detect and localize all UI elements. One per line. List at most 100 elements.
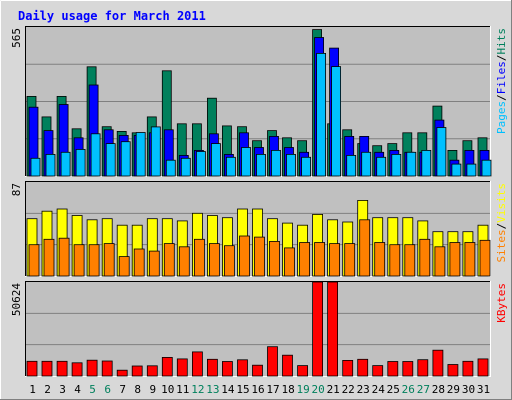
x-tick-label-day-7: 7 <box>119 383 126 396</box>
series-sites <box>28 219 491 277</box>
x-axis-labels: 1 2 3 4 5 6 7 8 9 10 11 12 13 14 15 16 17 18 19 20 21 22 23 24 2… <box>29 383 490 396</box>
x-tick-label-day-20: 20 <box>311 383 324 396</box>
x-tick-label-day-1: 1 <box>29 383 36 396</box>
x-tick-label-day-30: 30 <box>462 383 475 396</box>
bar-kbytes-day-13 <box>206 358 218 377</box>
bar-pages-day-10 <box>165 159 176 177</box>
legend-visits: Visits <box>495 183 508 223</box>
bar-sites-day-12 <box>193 238 205 277</box>
bar-sites-day-18 <box>284 247 295 277</box>
bar-kbytes-day-21 <box>327 281 339 377</box>
bar-pages-day-6 <box>105 143 116 177</box>
bar-pages-day-19 <box>301 156 312 177</box>
x-tick-label-day-3: 3 <box>59 383 66 396</box>
bar-sites-day-2 <box>43 238 55 277</box>
bar-kbytes-day-6 <box>101 360 113 377</box>
bar-sites-day-17 <box>269 240 280 277</box>
legend-separator: / <box>495 94 508 101</box>
bar-sites-day-10 <box>163 243 175 277</box>
bar-kbytes-day-30 <box>462 360 474 377</box>
x-tick-label-day-29: 29 <box>447 383 460 396</box>
bar-kbytes-day-17 <box>267 346 278 377</box>
x-tick-label-day-18: 18 <box>281 383 294 396</box>
bar-sites-day-7 <box>118 256 130 277</box>
bar-pages-day-4 <box>75 148 86 177</box>
bar-sites-day-28 <box>434 246 446 277</box>
bar-sites-day-4 <box>73 244 85 277</box>
bar-sites-day-8 <box>133 248 145 277</box>
bar-pages-day-8 <box>135 132 146 177</box>
bar-kbytes-day-28 <box>432 349 444 377</box>
bar-kbytes-day-18 <box>282 354 293 377</box>
bar-kbytes-day-26 <box>402 361 414 377</box>
bar-kbytes-day-3 <box>56 360 68 377</box>
panel-kbytes-max-label: 50624 <box>10 283 23 316</box>
bar-sites-day-31 <box>479 239 491 277</box>
bar-sites-day-1 <box>28 244 40 277</box>
bar-kbytes-day-22 <box>342 359 354 377</box>
legend-sites: Sites <box>495 229 508 262</box>
bar-sites-day-13 <box>208 243 220 277</box>
bar-pages-day-31 <box>481 159 492 177</box>
x-tick-label-day-13: 13 <box>206 383 219 396</box>
bar-sites-day-27 <box>419 238 431 277</box>
bar-kbytes-day-14 <box>221 361 233 377</box>
bar-kbytes-day-27 <box>417 359 429 377</box>
series-pages <box>30 53 492 177</box>
bar-kbytes-day-25 <box>387 361 399 377</box>
chart-title: Daily usage for March 2011 <box>18 9 206 23</box>
x-tick-label-day-16: 16 <box>251 383 264 396</box>
bar-pages-day-20 <box>316 53 327 177</box>
x-tick-label-day-6: 6 <box>104 383 111 396</box>
bar-sites-day-15 <box>239 235 250 277</box>
x-tick-label-day-31: 31 <box>477 383 490 396</box>
bar-sites-day-29 <box>449 242 461 277</box>
bar-kbytes-day-12 <box>191 351 203 377</box>
x-tick-label-day-15: 15 <box>236 383 249 396</box>
panel-kbytes: 50624 KBytes <box>10 281 508 377</box>
bar-kbytes-day-2 <box>41 360 53 377</box>
bar-pages-day-25 <box>391 153 402 177</box>
x-tick-label-day-22: 22 <box>342 383 355 396</box>
bar-sites-day-26 <box>404 244 416 277</box>
bar-sites-day-11 <box>178 246 190 277</box>
bar-sites-day-20 <box>314 242 326 277</box>
bar-pages-day-29 <box>451 163 462 177</box>
panel-kbytes-legend: KBytes <box>495 283 508 323</box>
bar-pages-day-16 <box>256 153 266 177</box>
bar-kbytes-day-31 <box>477 358 489 377</box>
bar-pages-day-1 <box>30 157 41 177</box>
bar-pages-day-22 <box>346 154 357 177</box>
bar-pages-day-7 <box>120 141 131 177</box>
x-tick-label-day-21: 21 <box>327 383 340 396</box>
bar-pages-day-15 <box>241 147 251 177</box>
x-tick-label-day-26: 26 <box>402 383 415 396</box>
bar-sites-day-24 <box>374 242 386 277</box>
panel-traffic-max-label: 565 <box>10 28 23 48</box>
bar-sites-day-9 <box>148 250 160 277</box>
bar-sites-day-23 <box>359 219 371 277</box>
x-tick-label-day-9: 9 <box>149 383 156 396</box>
bar-kbytes-day-10 <box>161 356 173 377</box>
bar-kbytes-day-8 <box>131 365 143 377</box>
bar-kbytes-day-23 <box>357 358 369 377</box>
x-tick-label-day-11: 11 <box>176 383 189 396</box>
bar-sites-day-30 <box>464 242 476 277</box>
bar-kbytes-day-24 <box>372 365 384 377</box>
x-tick-label-day-4: 4 <box>74 383 81 396</box>
bar-kbytes-day-20 <box>312 281 324 377</box>
bar-kbytes-day-9 <box>146 365 158 377</box>
bar-pages-day-27 <box>421 149 432 177</box>
legend-pages: Pages <box>495 101 508 134</box>
bar-pages-day-23 <box>361 151 372 177</box>
bar-sites-day-14 <box>223 245 235 277</box>
legend-hits: Hits <box>495 28 508 55</box>
bar-kbytes-day-16 <box>252 364 263 377</box>
bar-pages-day-11 <box>180 157 191 177</box>
panel-visitors-legend: Sites/Visits <box>495 183 508 263</box>
x-tick-label-day-14: 14 <box>221 383 235 396</box>
bar-pages-day-13 <box>210 143 221 177</box>
x-tick-label-day-28: 28 <box>432 383 445 396</box>
